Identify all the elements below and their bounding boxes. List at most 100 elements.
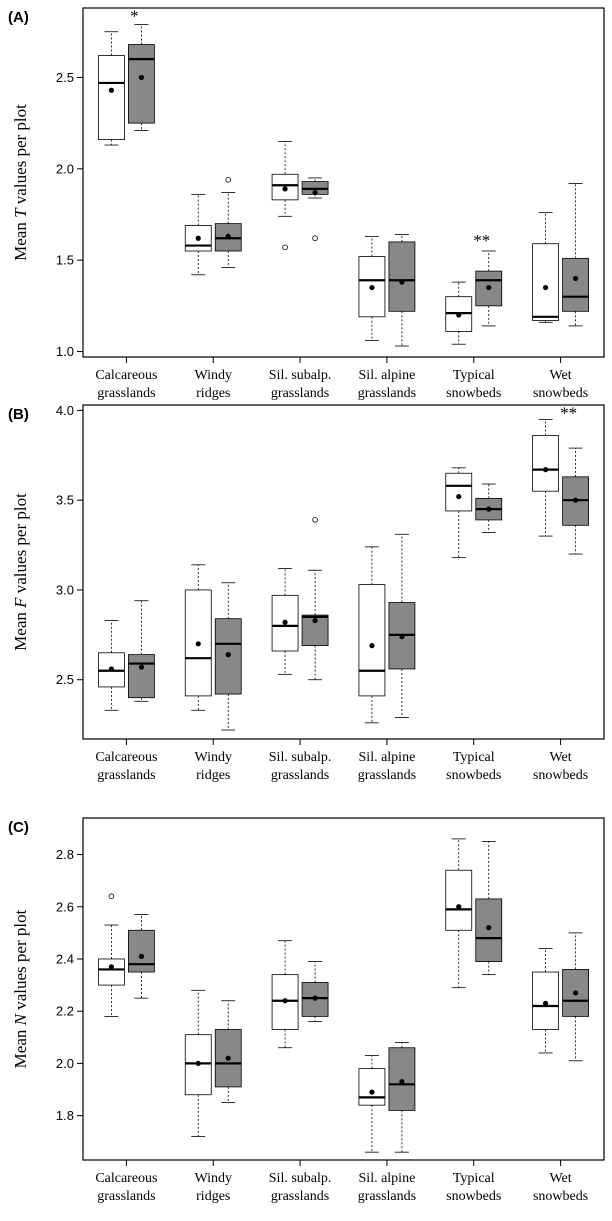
x-tick-label: grasslands [358, 1189, 416, 1204]
box-white-6 [532, 212, 559, 323]
panel-label: (A) [8, 9, 29, 26]
plot-frame [82, 7, 605, 358]
x-tick-label: Wet [549, 368, 571, 383]
box-body [445, 472, 473, 512]
mean-point [225, 233, 231, 240]
y-tick-label: 2.4 [56, 951, 74, 966]
mean-point [282, 186, 288, 192]
box-body [562, 257, 589, 312]
box-body [128, 929, 155, 973]
mean-point [542, 284, 549, 291]
box-body [128, 654, 155, 699]
box-white-1 [98, 620, 125, 711]
box-grey-6 [562, 447, 589, 555]
mean-point [282, 998, 288, 1004]
mean-point [369, 643, 375, 649]
box-body [532, 971, 559, 1030]
x-tick-label: Typical [453, 368, 495, 383]
x-tick-label: Sil. alpine [359, 1171, 416, 1186]
y-tick-label: 2.6 [56, 899, 74, 914]
significance-annotation: ** [560, 403, 577, 422]
x-tick-label: Calcareous [95, 1171, 157, 1186]
panel-label: (C) [8, 819, 29, 836]
mean-point [195, 641, 201, 647]
significance-annotation: * [130, 6, 139, 25]
box-body [445, 869, 473, 931]
mean-point [225, 652, 231, 658]
box-body [388, 241, 416, 312]
box-body [128, 44, 155, 124]
box-grey-3 [301, 517, 329, 681]
x-tick-label: Sil. subalp. [269, 750, 332, 765]
x-tick-label: grasslands [97, 386, 155, 401]
box-body [475, 898, 503, 962]
y-axis-label-prefix: Mean [11, 218, 30, 261]
y-tick-label: 1.8 [56, 1108, 74, 1123]
x-tick-label: grasslands [271, 1189, 329, 1204]
y-tick-label: 1.0 [56, 344, 74, 359]
mean-point [456, 904, 462, 910]
mean-point [195, 1060, 201, 1067]
box-grey-4 [388, 234, 416, 347]
mean-point [456, 312, 462, 318]
x-tick-label: snowbeds [533, 768, 588, 783]
box-body [532, 435, 559, 492]
x-tick-label: grasslands [97, 768, 155, 783]
x-tick-label: ridges [196, 386, 230, 401]
mean-point [138, 74, 145, 81]
mean-point [108, 87, 115, 93]
box-grey-4 [388, 533, 416, 718]
x-tick-label: snowbeds [446, 1189, 501, 1204]
x-tick-label: grasslands [271, 386, 329, 401]
plot-frame [82, 404, 605, 740]
x-tick-label: Typical [453, 750, 495, 765]
y-axis-label-prefix: Mean [11, 1025, 30, 1068]
x-tick-label: Sil. subalp. [269, 1171, 332, 1186]
outlier-point [312, 517, 318, 523]
y-tick-label: 2.8 [56, 847, 74, 862]
plot-frame [82, 817, 605, 1161]
outlier-point [282, 244, 288, 251]
x-tick-label: Windy [194, 368, 232, 383]
mean-point [369, 1089, 375, 1095]
box-grey-3 [301, 961, 329, 1023]
mean-point [486, 925, 492, 931]
box-white-4 [358, 546, 386, 724]
x-tick-label: grasslands [97, 1189, 155, 1204]
box-grey-1 [128, 24, 155, 131]
x-tick-label: Typical [453, 1171, 495, 1186]
mean-point [572, 497, 579, 503]
mean-point [312, 617, 318, 624]
mean-point [399, 279, 405, 285]
box-white-2 [184, 564, 212, 711]
box-body [98, 55, 125, 140]
x-tick-label: Sil. alpine [359, 750, 416, 765]
box-grey-5 [475, 483, 503, 533]
x-tick-label: Wet [549, 1171, 571, 1186]
x-tick-label: Calcareous [95, 750, 157, 765]
x-tick-label: Windy [194, 750, 232, 765]
mean-point [138, 664, 145, 670]
significance-annotation: ** [473, 231, 490, 250]
x-tick-label: ridges [196, 1189, 230, 1204]
y-tick-label: 2.5 [56, 70, 74, 85]
outlier-point [108, 893, 115, 900]
y-axis-label-variable: N [11, 1012, 30, 1026]
box-white-6 [532, 418, 559, 537]
y-axis-label-suffix: values per plot [11, 909, 30, 1014]
box-body [358, 1068, 386, 1106]
panel-label: (B) [8, 406, 29, 423]
box-white-1 [98, 893, 125, 1017]
box-body [98, 958, 125, 986]
y-tick-label: 1.5 [56, 253, 74, 268]
box-grey-6 [562, 932, 589, 1062]
mean-point [486, 284, 492, 291]
box-white-3 [271, 940, 299, 1049]
box-grey-2 [214, 582, 242, 731]
box-white-5 [445, 838, 473, 989]
box-grey-1 [128, 600, 155, 702]
box-grey-1 [128, 914, 155, 999]
y-tick-label: 2.5 [56, 672, 74, 687]
mean-point [572, 990, 579, 996]
